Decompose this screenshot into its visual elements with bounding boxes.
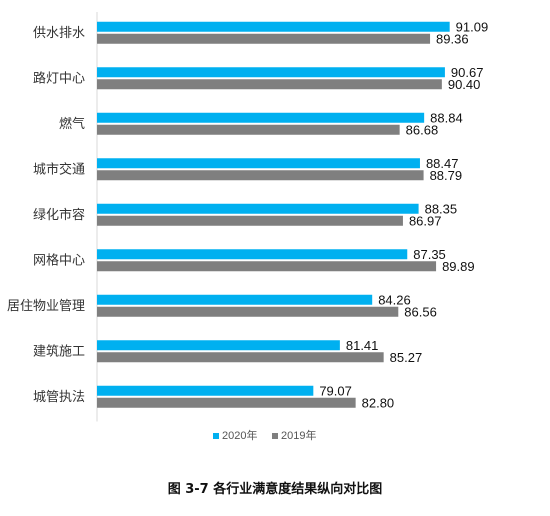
data-label: 87.35 — [413, 247, 446, 262]
legend-swatch — [272, 433, 278, 439]
figure-caption: 图 3-7 各行业满意度结果纵向对比图 — [167, 482, 383, 497]
data-label: 79.07 — [319, 383, 352, 398]
data-label: 89.89 — [442, 259, 475, 274]
category-label: 路灯中心 — [33, 70, 85, 86]
category-label: 建筑施工 — [33, 343, 85, 359]
data-label: 86.97 — [409, 213, 442, 228]
data-label: 88.35 — [425, 201, 458, 216]
data-label: 85.27 — [390, 350, 423, 365]
data-label: 88.79 — [430, 168, 463, 183]
legend-label: 2020年 — [222, 428, 257, 442]
bar — [97, 306, 399, 317]
data-label: 86.56 — [404, 304, 437, 319]
data-label: 82.80 — [362, 395, 395, 410]
bar — [97, 249, 408, 260]
bar — [97, 215, 403, 226]
bar — [97, 397, 356, 408]
category-label: 燃气 — [59, 116, 85, 132]
category-label: 供水排水 — [33, 26, 85, 41]
bar — [97, 112, 425, 123]
data-label: 81.41 — [346, 338, 379, 353]
data-label: 90.67 — [451, 65, 484, 80]
bar — [97, 170, 424, 181]
category-label: 城市交通 — [33, 161, 85, 177]
bar — [97, 294, 373, 305]
bar — [97, 67, 445, 78]
bar — [97, 21, 450, 32]
data-label: 86.68 — [406, 122, 439, 137]
data-label: 88.84 — [430, 110, 463, 125]
category-label: 网格中心 — [33, 252, 85, 268]
category-label: 城管执法 — [33, 390, 85, 405]
bar — [97, 158, 420, 169]
bar — [97, 352, 384, 363]
bar — [97, 385, 314, 396]
category-label: 绿化市容 — [33, 207, 85, 223]
data-label: 91.09 — [456, 19, 489, 34]
data-label: 89.36 — [436, 31, 469, 46]
category-label: 居住物业管理 — [7, 299, 85, 314]
legend-swatch — [213, 433, 219, 439]
chart-area: 供水排水 91.09 89.36 路灯中心 90.67 90.40 燃气 88.84 86.68… — [7, 12, 489, 442]
bar — [97, 340, 340, 351]
bar — [97, 124, 400, 135]
data-label: 90.40 — [448, 77, 481, 92]
bar — [97, 261, 437, 272]
bar — [97, 203, 419, 214]
data-label: 88.47 — [426, 156, 459, 171]
legend-label: 2019年 — [281, 428, 316, 442]
bar — [97, 33, 431, 44]
data-label: 84.26 — [378, 292, 411, 307]
bar — [97, 79, 442, 90]
